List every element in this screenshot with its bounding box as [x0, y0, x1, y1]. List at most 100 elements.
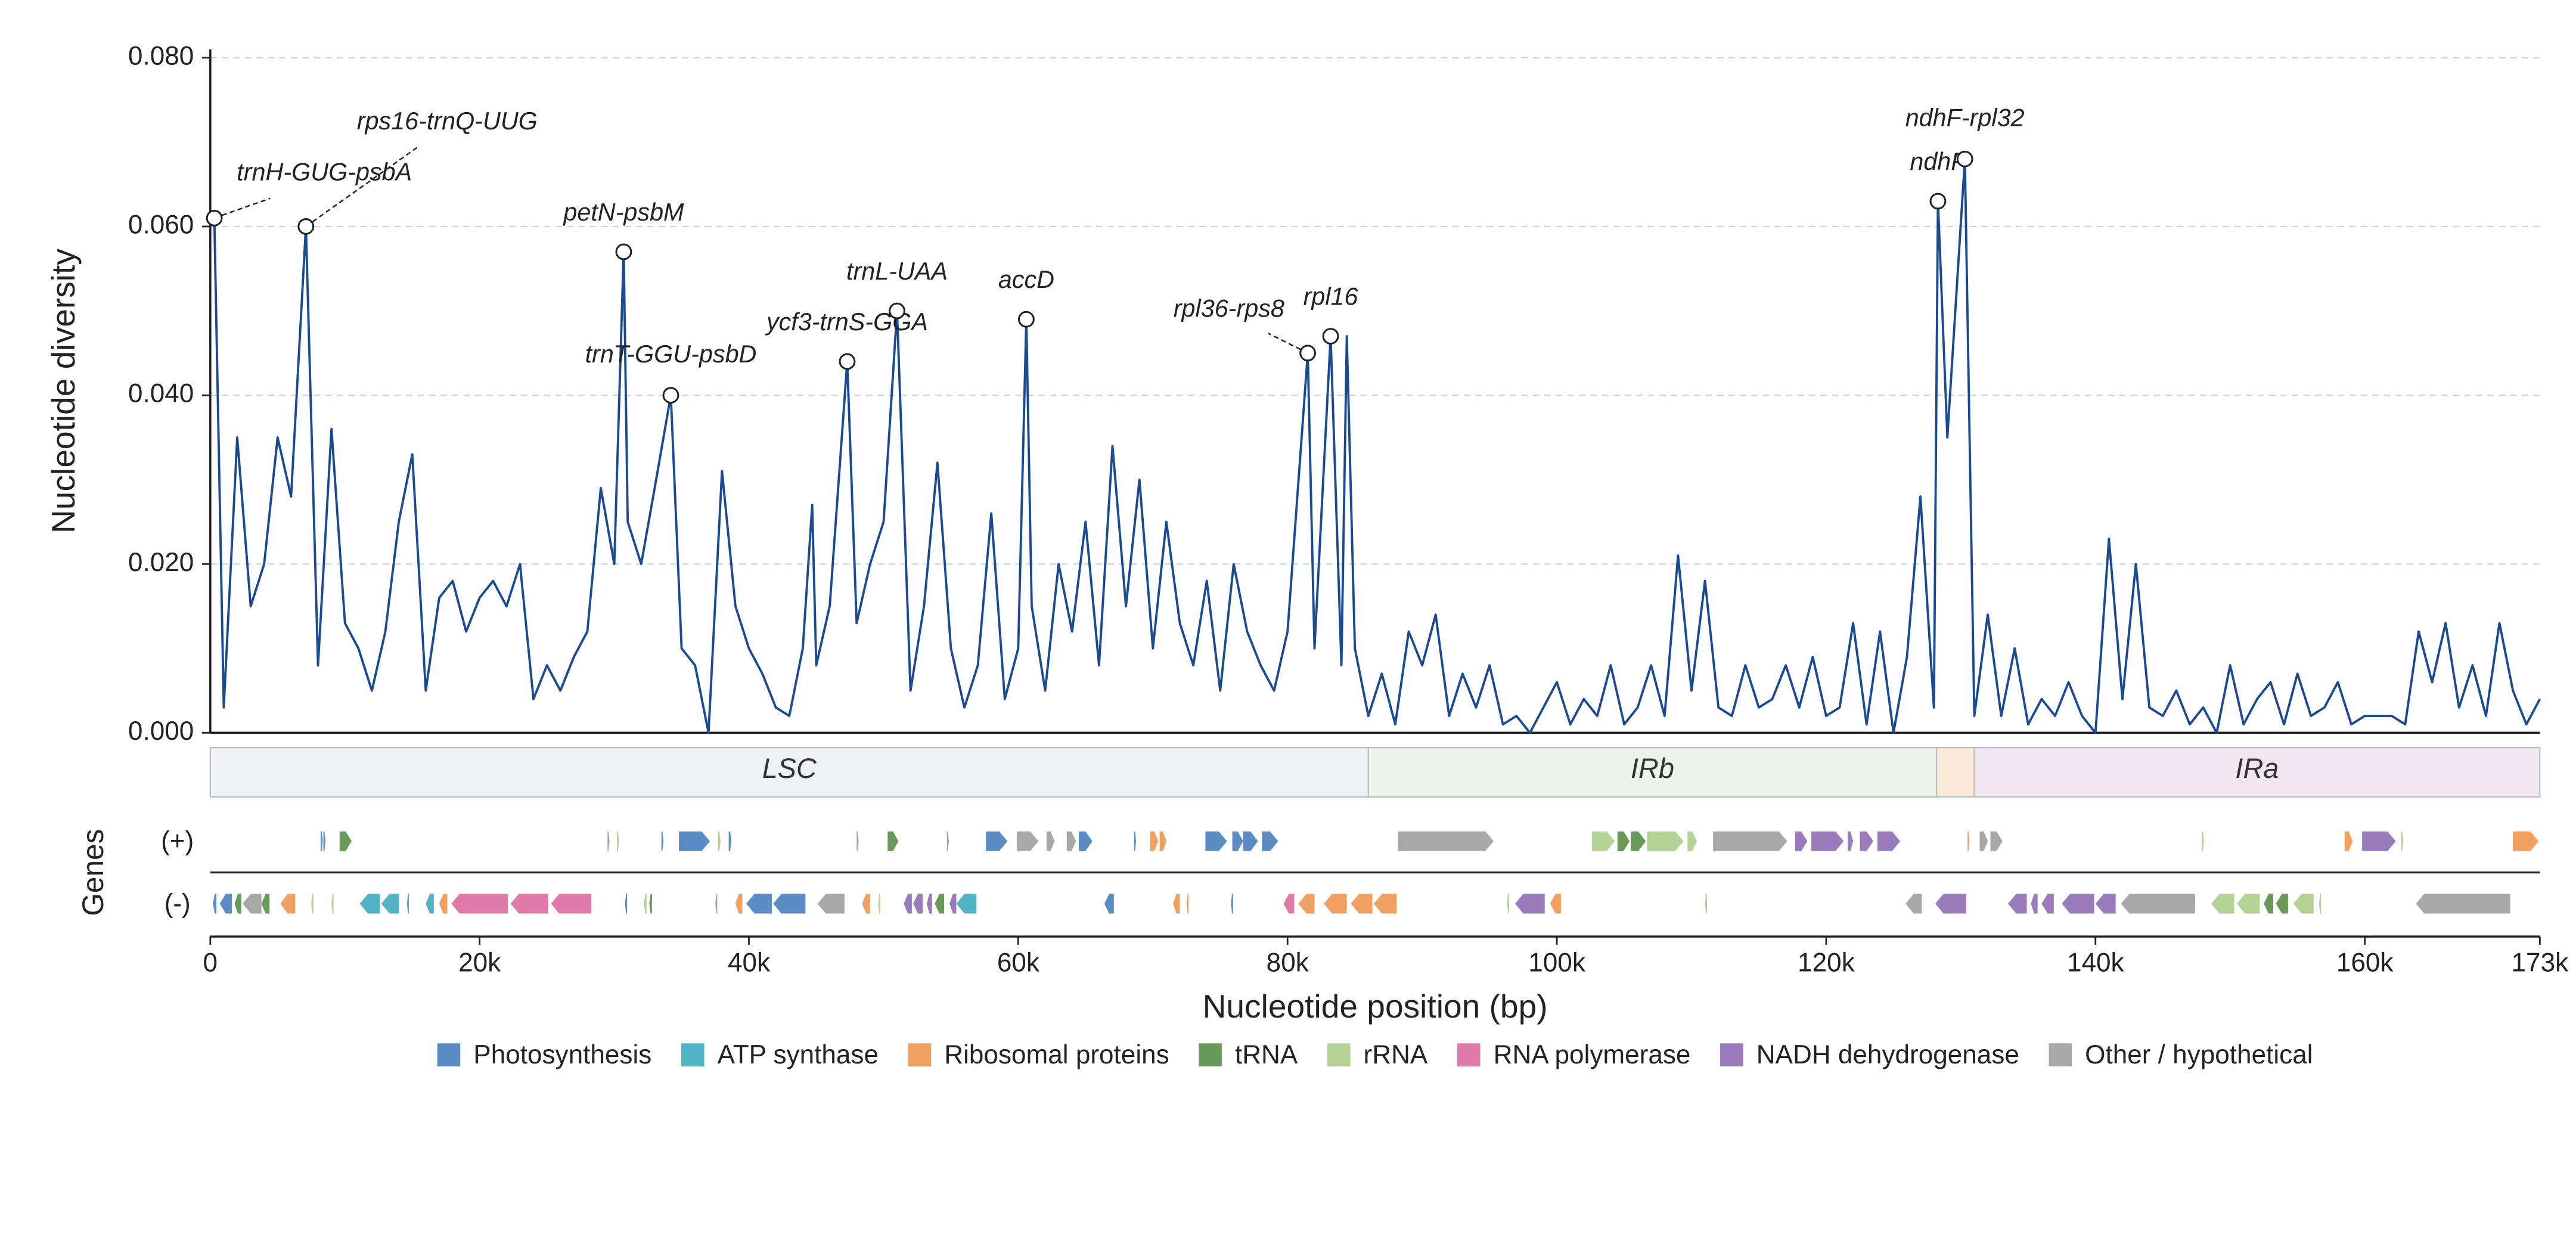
x-axis-label: Nucleotide position (bp) [1203, 988, 1548, 1025]
legend-label: tRNA [1235, 1040, 1298, 1069]
y-tick-label: 0.060 [128, 210, 194, 240]
gene [1046, 831, 1055, 851]
legend-swatch [681, 1043, 704, 1066]
y-tick-label: 0.040 [128, 379, 194, 408]
gene [311, 894, 314, 914]
annotation-label: trnH-GUG-psbA [237, 158, 412, 185]
gene [2344, 831, 2353, 851]
gene [1324, 894, 1347, 914]
legend-swatch [1199, 1043, 1222, 1066]
x-tick-label: 100k [1528, 948, 1586, 978]
gene [2362, 831, 2396, 851]
gene [1705, 894, 1707, 914]
x-tick-label: 160k [2336, 948, 2394, 978]
gene [1979, 831, 1988, 851]
region-label: IRb [1631, 753, 1674, 784]
gene [1232, 831, 1243, 851]
legend-swatch [1457, 1043, 1481, 1066]
gene [913, 894, 923, 914]
annotation-label: ndhF-rpl32 [1905, 104, 2025, 131]
y-tick-label: 0.080 [128, 42, 194, 71]
gene [1173, 894, 1180, 914]
gene [1647, 831, 1684, 851]
x-tick-label: 80k [1267, 948, 1309, 978]
gene [2095, 894, 2116, 914]
annotation-marker [1299, 345, 1317, 362]
gene [1017, 831, 1039, 851]
y-axis-label: Nucleotide diversity [45, 249, 82, 534]
gene [856, 831, 859, 851]
gene [1243, 831, 1258, 851]
gene [2401, 831, 2404, 851]
gene [1231, 894, 1233, 914]
gene [2513, 831, 2539, 851]
annotation-marker [1956, 150, 1973, 168]
gene [1811, 831, 1844, 851]
gene [1687, 831, 1697, 851]
gene [2293, 894, 2314, 914]
legend-swatch [2049, 1043, 2072, 1066]
region-label: LSC [762, 753, 817, 784]
gene [649, 894, 652, 914]
x-tick-label: 20k [458, 948, 501, 978]
gene [878, 894, 880, 914]
gene [451, 894, 508, 914]
gene [735, 894, 743, 914]
x-tick-label: 0 [203, 948, 218, 978]
gene [2237, 894, 2260, 914]
gene [321, 831, 323, 851]
legend-label: NADH dehydrogenase [1756, 1040, 2019, 1069]
gene [1550, 894, 1561, 914]
gene [2202, 831, 2204, 851]
gene [2319, 894, 2321, 914]
gene [1967, 831, 1970, 851]
gene [426, 894, 434, 914]
gene [2211, 894, 2234, 914]
gene [439, 894, 448, 914]
annotation-label: petN-psbM [562, 199, 684, 226]
gene [1515, 894, 1545, 914]
legend-label: RNA polymerase [1494, 1040, 1691, 1069]
legend-swatch [908, 1043, 932, 1066]
annotation-marker [662, 387, 679, 404]
gene [2007, 894, 2027, 914]
gene [1373, 894, 1397, 914]
gene [1877, 831, 1901, 851]
gene [746, 894, 772, 914]
gene [234, 894, 241, 914]
diversity-line [209, 157, 2541, 734]
gene-track-strand: (+) [161, 827, 194, 856]
y-tick-label: 0.000 [128, 717, 194, 746]
annotation-marker [615, 243, 632, 260]
gene [2062, 894, 2094, 914]
gene [1860, 831, 1874, 851]
gene [986, 831, 1008, 851]
gene [1990, 831, 2003, 851]
legend-swatch [437, 1043, 461, 1066]
gene [331, 894, 334, 914]
gene [1079, 831, 1093, 851]
region-label: IRa [2235, 753, 2279, 784]
gene [661, 831, 664, 851]
gene [1848, 831, 1854, 851]
x-tick-label: 140k [2067, 948, 2125, 978]
legend-label: rRNA [1364, 1040, 1428, 1069]
gene [1617, 831, 1630, 851]
gene [956, 894, 977, 914]
annotation-label: rps16-trnQ-UUG [357, 107, 538, 135]
gene [718, 831, 721, 851]
gene [887, 831, 899, 851]
legend-label: Other / hypothetical [2085, 1040, 2313, 1069]
gene [359, 894, 380, 914]
legend-swatch [1327, 1043, 1351, 1066]
gene [644, 894, 647, 914]
region-block [1973, 747, 2541, 798]
gene [1159, 831, 1166, 851]
gene [1351, 894, 1373, 914]
gene [1795, 831, 1808, 851]
gene [728, 831, 732, 851]
annotation-marker [1322, 328, 1339, 345]
legend-label: Ribosomal proteins [944, 1040, 1169, 1069]
annotation-label: trnT-GGU-psbD [585, 340, 757, 368]
